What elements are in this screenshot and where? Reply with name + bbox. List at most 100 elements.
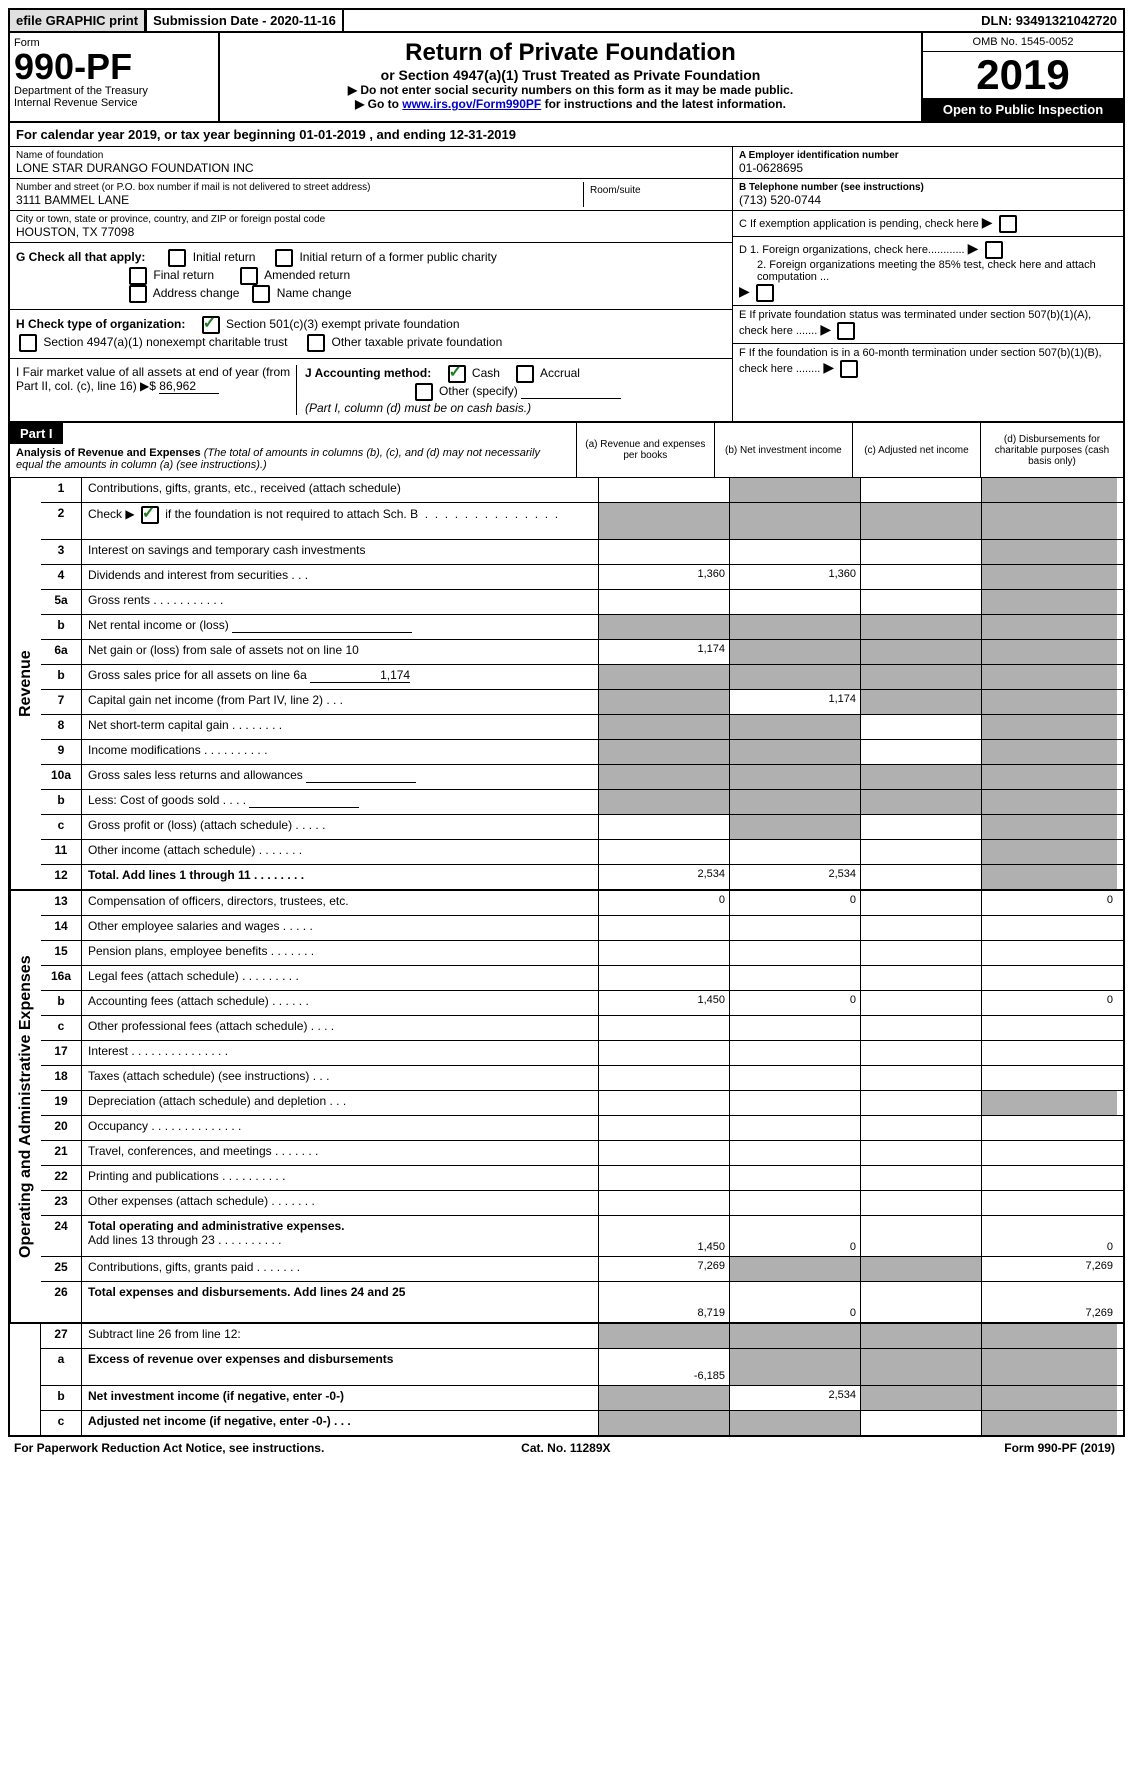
form-header: Form 990-PF Department of the Treasury I…: [10, 33, 1123, 123]
chk-cash[interactable]: [448, 365, 466, 383]
chk-accrual[interactable]: [516, 365, 534, 383]
irs-link[interactable]: www.irs.gov/Form990PF: [402, 97, 541, 111]
line-num: 23: [41, 1191, 82, 1215]
chk-4947[interactable]: [19, 334, 37, 352]
instr-ssn: ▶ Do not enter social security numbers o…: [226, 83, 915, 97]
line-desc: Excess of revenue over expenses and disb…: [82, 1349, 599, 1385]
line-num: 24: [41, 1216, 82, 1256]
val-26b: 0: [730, 1282, 861, 1322]
chk-name-change[interactable]: [252, 285, 270, 303]
lbl-initial: Initial return: [193, 250, 256, 264]
form-990pf: efile GRAPHIC print Submission Date - 20…: [8, 8, 1125, 1437]
calendar-year-row: For calendar year 2019, or tax year begi…: [10, 123, 1123, 147]
phone-value: (713) 520-0744: [739, 193, 1117, 207]
line-desc: Capital gain net income (from Part IV, l…: [82, 690, 599, 714]
line-desc: Other expenses (attach schedule) . . . .…: [82, 1191, 599, 1215]
chk-60-month[interactable]: [840, 360, 858, 378]
line-num: b: [41, 991, 82, 1015]
line-desc: Net gain or (loss) from sale of assets n…: [82, 640, 599, 664]
instr-goto-pre: ▶ Go to: [355, 97, 402, 111]
chk-amended[interactable]: [240, 267, 258, 285]
omb-number: OMB No. 1545-0052: [923, 33, 1123, 52]
line-desc: Legal fees (attach schedule) . . . . . .…: [82, 966, 599, 990]
chk-foreign-org[interactable]: [985, 241, 1003, 259]
chk-85-test[interactable]: [756, 284, 774, 302]
line-num: 12: [41, 865, 82, 889]
chk-sch-b[interactable]: [141, 506, 159, 524]
g-label: G Check all that apply:: [16, 250, 145, 264]
form-title: Return of Private Foundation: [226, 39, 915, 67]
instr-goto-post: for instructions and the latest informat…: [541, 97, 786, 111]
line-desc: Gross profit or (loss) (attach schedule)…: [82, 815, 599, 839]
chk-501c3[interactable]: [202, 316, 220, 334]
val-12b: 2,534: [730, 865, 861, 889]
chk-final-return[interactable]: [129, 267, 147, 285]
d2-label: 2. Foreign organizations meeting the 85%…: [739, 259, 1117, 283]
d1-label: D 1. Foreign organizations, check here..…: [739, 244, 965, 256]
line-num: a: [41, 1349, 82, 1385]
tax-year: 2019: [923, 52, 1123, 98]
line-num: 14: [41, 916, 82, 940]
line-num: 22: [41, 1166, 82, 1190]
line-desc: Net rental income or (loss): [82, 615, 599, 639]
f-label: F If the foundation is in a 60-month ter…: [739, 347, 1102, 375]
line-num: b: [41, 665, 82, 689]
val-25d: 7,269: [982, 1257, 1117, 1281]
line-num: 25: [41, 1257, 82, 1281]
chk-initial-return[interactable]: [168, 249, 186, 267]
val-6b-inline: 1,174: [310, 668, 410, 683]
line-desc: Other professional fees (attach schedule…: [82, 1016, 599, 1040]
lbl-other-taxable: Other taxable private foundation: [332, 335, 503, 349]
paperwork-notice: For Paperwork Reduction Act Notice, see …: [14, 1441, 324, 1455]
dept-label: Department of the Treasury: [14, 85, 214, 97]
line-num: c: [41, 815, 82, 839]
line-num: 1: [41, 478, 82, 502]
ein-value: 01-0628695: [739, 161, 1117, 175]
e-label: E If private foundation status was termi…: [739, 309, 1091, 337]
line-desc: Contributions, gifts, grants paid . . . …: [82, 1257, 599, 1281]
line-num: 3: [41, 540, 82, 564]
line-num: c: [41, 1016, 82, 1040]
form-subtitle: or Section 4947(a)(1) Trust Treated as P…: [226, 67, 915, 83]
chk-other-taxable[interactable]: [307, 334, 325, 352]
val-24d: 0: [982, 1216, 1117, 1256]
address-label: Number and street (or P.O. box number if…: [16, 182, 583, 193]
line-num: b: [41, 790, 82, 814]
chk-exemption-pending[interactable]: [999, 215, 1017, 233]
foundation-name-label: Name of foundation: [16, 150, 726, 161]
chk-other-method[interactable]: [415, 383, 433, 401]
line-desc: Less: Cost of goods sold . . . .: [82, 790, 599, 814]
line-num: 27: [41, 1324, 82, 1348]
chk-initial-former[interactable]: [275, 249, 293, 267]
part1-title: Analysis of Revenue and Expenses: [16, 447, 201, 459]
chk-terminated[interactable]: [837, 322, 855, 340]
efile-print-button[interactable]: efile GRAPHIC print: [10, 10, 145, 31]
col-b-header: (b) Net investment income: [715, 423, 853, 477]
line-num: 7: [41, 690, 82, 714]
form-number: 990-PF: [14, 49, 214, 85]
line-num: 21: [41, 1141, 82, 1165]
val-24a: 1,450: [599, 1216, 730, 1256]
col-c-header: (c) Adjusted net income: [853, 423, 981, 477]
line-desc: Gross sales price for all assets on line…: [82, 665, 599, 689]
line-num: 15: [41, 941, 82, 965]
val-13b: 0: [730, 891, 861, 915]
j-label: J Accounting method:: [305, 366, 431, 380]
line-desc: Adjusted net income (if negative, enter …: [82, 1411, 599, 1435]
val-7b: 1,174: [730, 690, 861, 714]
phone-label: B Telephone number (see instructions): [739, 182, 924, 193]
line-num: 5a: [41, 590, 82, 614]
city-value: HOUSTON, TX 77098: [16, 225, 726, 239]
line-desc: Subtract line 26 from line 12:: [82, 1324, 599, 1348]
lbl-amended: Amended return: [264, 268, 350, 282]
chk-addr-change[interactable]: [129, 285, 147, 303]
lbl-other-method: Other (specify): [439, 384, 518, 398]
lbl-initial-former: Initial return of a former public charit…: [299, 250, 496, 264]
lbl-4947: Section 4947(a)(1) nonexempt charitable …: [43, 335, 287, 349]
line-desc: Net investment income (if negative, ente…: [82, 1386, 599, 1410]
line-num: 10a: [41, 765, 82, 789]
identification-section: Name of foundation LONE STAR DURANGO FOU…: [10, 147, 1123, 423]
i-label: I Fair market value of all assets at end…: [16, 365, 290, 393]
line-desc: Travel, conferences, and meetings . . . …: [82, 1141, 599, 1165]
line-num: 4: [41, 565, 82, 589]
